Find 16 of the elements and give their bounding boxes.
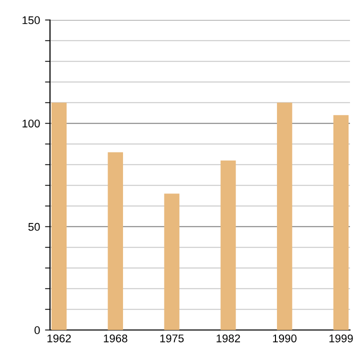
- bar: [108, 152, 124, 330]
- x-tick-label: 1975: [160, 334, 184, 342]
- bar: [164, 194, 180, 330]
- y-tick-label: 50: [28, 222, 40, 231]
- x-tick-label: 1962: [48, 334, 71, 342]
- y-tick-label: 100: [22, 120, 40, 128]
- bar: [333, 115, 349, 330]
- bar: [51, 102, 67, 330]
- x-tick-label: 1990: [273, 334, 297, 342]
- x-tick-label: 1968: [104, 334, 128, 342]
- bar: [276, 102, 292, 330]
- x-tick-label: 1982: [216, 334, 240, 342]
- x-tick-label: 1999: [329, 334, 353, 342]
- bar: [220, 160, 236, 330]
- y-tick-label: 150: [22, 16, 40, 24]
- y-tick-label: 0: [34, 326, 40, 334]
